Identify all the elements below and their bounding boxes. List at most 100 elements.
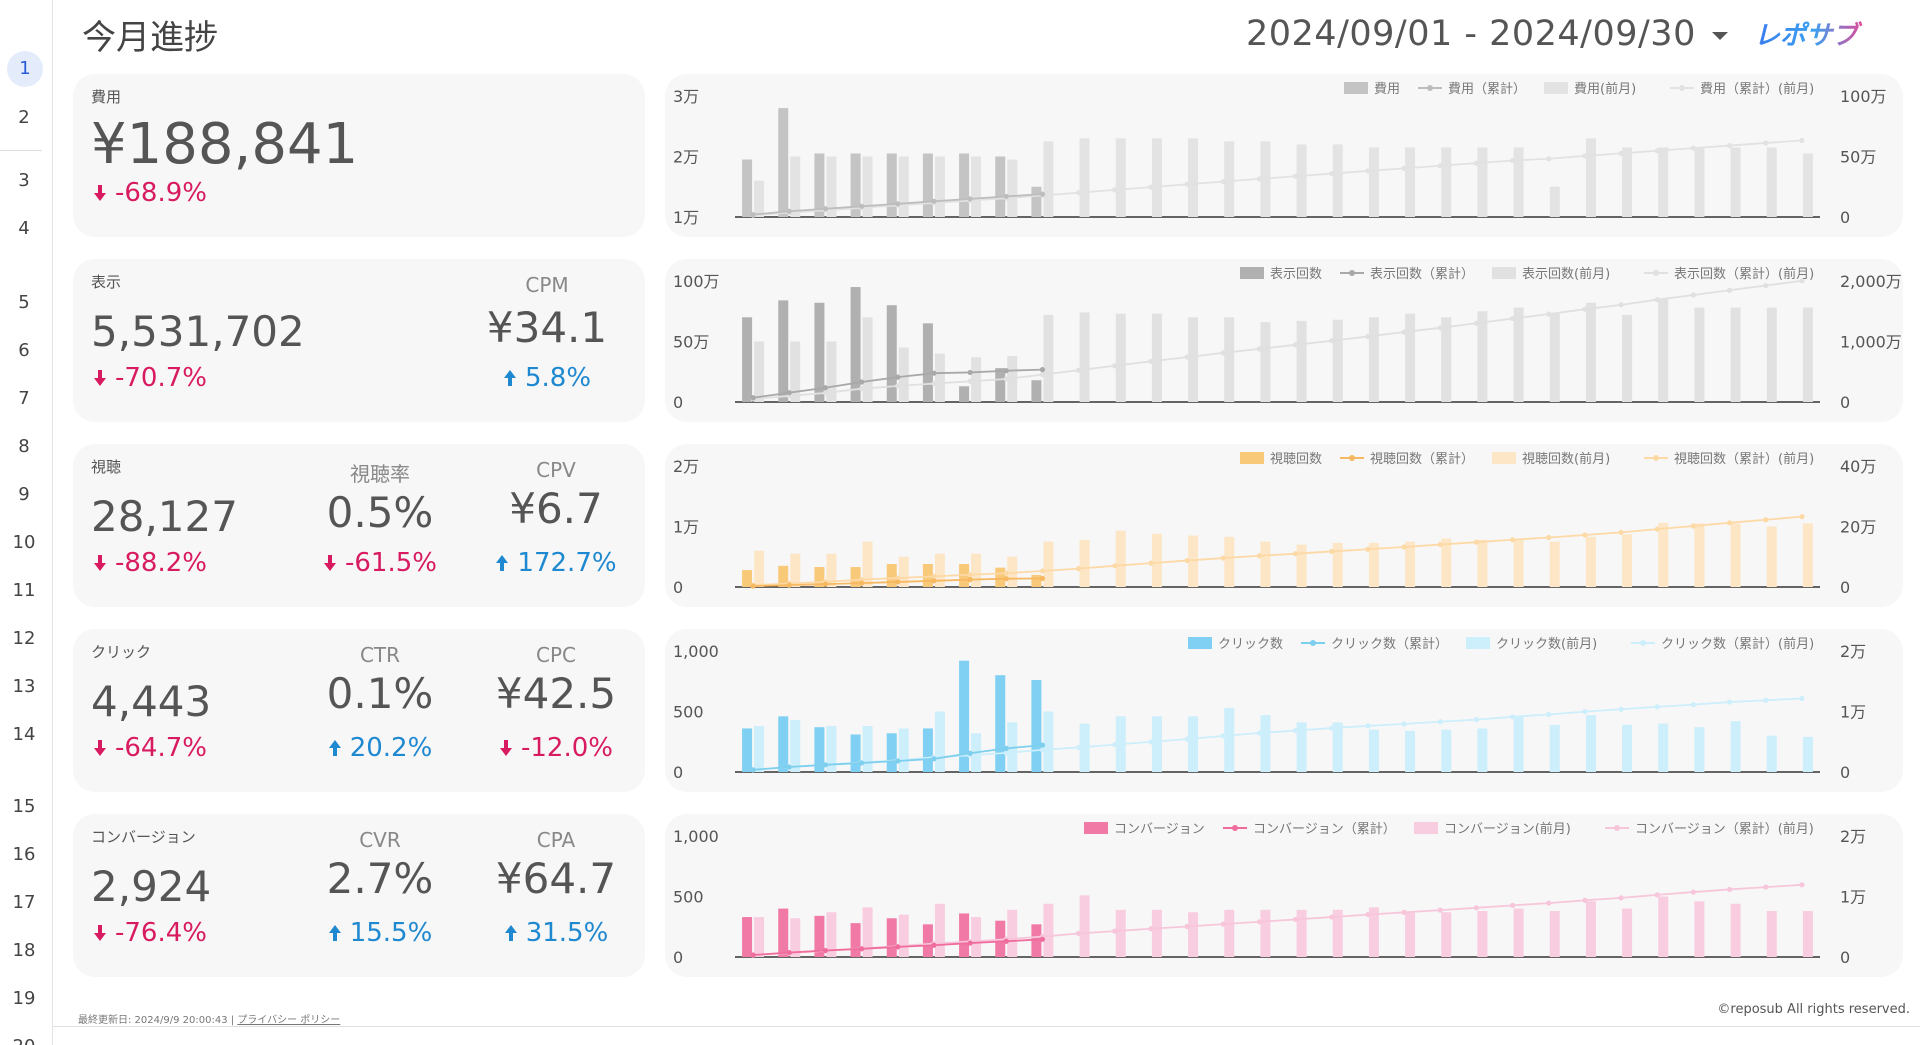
row-number-10[interactable]: 10 — [12, 532, 36, 553]
y-left-tick-label: 0 — [673, 393, 683, 412]
bar-previous — [1007, 159, 1018, 217]
bar-previous — [934, 903, 945, 957]
row-number-6[interactable]: 6 — [18, 340, 30, 361]
cumulative-previous-point — [1220, 921, 1226, 927]
row-number-9[interactable]: 9 — [18, 484, 30, 505]
bar-previous — [1368, 317, 1379, 402]
row-number-1[interactable]: 1 — [7, 51, 43, 87]
row-number-19[interactable]: 19 — [12, 988, 36, 1009]
bar-previous — [754, 726, 765, 772]
bar-previous — [1296, 144, 1307, 217]
bar-previous — [826, 341, 837, 402]
row-number-8[interactable]: 8 — [18, 436, 30, 457]
cumulative-previous-line — [753, 697, 1802, 771]
row-number-20[interactable]: 20 — [0, 1036, 48, 1045]
legend-swatch — [1414, 822, 1438, 834]
legend-label: クリック数(前月) — [1496, 636, 1597, 652]
cumulative-previous-point — [1799, 137, 1805, 144]
row-number-11[interactable]: 11 — [12, 580, 36, 601]
conversions-chart: 1,000 500 0 2万 1万 0 コンバージョン コンバージョン（累計） コンバージョン(… — [673, 821, 1866, 967]
y-left-tick-label: 500 — [673, 703, 704, 722]
cumulative-previous-point — [967, 572, 973, 578]
cumulative-previous-point — [1546, 711, 1552, 718]
cumulative-previous-point — [1726, 886, 1733, 893]
cumulative-previous-point — [1509, 537, 1516, 543]
legend-swatch-point — [1653, 455, 1659, 461]
row-number-3[interactable]: 3 — [18, 170, 30, 191]
cpm-value: ¥34.1 — [486, 303, 608, 352]
bar-current — [959, 153, 970, 217]
bar-current — [742, 728, 753, 772]
legend-label: 表示回数(前月) — [1522, 266, 1610, 282]
cumulative-previous-point — [1365, 723, 1371, 729]
kpi-value: 28,127 — [91, 492, 238, 541]
row-number-12[interactable]: 12 — [12, 628, 36, 649]
bar-current — [1031, 186, 1042, 217]
row-number-17[interactable]: 17 — [12, 892, 36, 913]
kpi-value: 4,443 — [91, 677, 212, 726]
bar-previous — [1802, 307, 1813, 402]
date-range-dropdown-button[interactable] — [1700, 16, 1740, 56]
row-number-2[interactable]: 2 — [18, 107, 30, 128]
cpm-change-text: 5.8% — [524, 363, 592, 393]
cumulative-previous-point — [1799, 695, 1805, 702]
legend-swatch — [1492, 452, 1516, 464]
row-number-4[interactable]: 4 — [18, 218, 30, 239]
privacy-policy-link[interactable]: プライバシー ポリシー — [237, 1015, 341, 1026]
row-number-18[interactable]: 18 — [12, 940, 36, 961]
bar-current — [922, 323, 933, 402]
clicks-chart: 1,000 500 0 2万 1万 0 クリック数 クリック数（累計） クリック数(前月) クリッ… — [673, 636, 1866, 782]
kpi-change: -88.2% — [93, 548, 207, 578]
cumulative-previous-point — [931, 573, 937, 580]
cumulative-previous-point — [1220, 555, 1226, 561]
bar-previous — [1658, 896, 1669, 957]
legend-swatch-point — [1640, 640, 1646, 646]
date-range-display[interactable]: 2024/09/01 - 2024/09/30 — [1246, 14, 1696, 54]
cumulative-previous-point — [1292, 916, 1299, 923]
row-number-16[interactable]: 16 — [12, 844, 36, 865]
cumulative-previous-point — [1726, 520, 1733, 526]
arrow-up-icon — [328, 740, 341, 756]
cumulative-current-point — [1039, 742, 1046, 748]
bar-previous — [1766, 911, 1777, 957]
bar-previous — [1043, 541, 1054, 587]
bar-current — [814, 727, 825, 772]
bar-previous — [1585, 302, 1596, 402]
bar-previous — [1694, 727, 1705, 772]
row-number-5[interactable]: 5 — [18, 292, 30, 313]
bar-previous — [898, 914, 909, 957]
bar-previous — [1224, 536, 1235, 587]
bar-previous — [971, 553, 982, 587]
kpi-label: 視聴 — [91, 458, 122, 476]
cumulative-previous-point — [1582, 306, 1588, 312]
row-number-14[interactable]: 14 — [12, 724, 36, 745]
ctr-value: 0.1% — [326, 669, 434, 718]
cumulative-current-point — [786, 949, 792, 956]
y-right-tick-label: 0 — [1840, 763, 1850, 782]
bar-current — [850, 923, 861, 957]
legend-swatch — [1492, 267, 1516, 279]
bar-previous — [1441, 317, 1452, 402]
bar-previous — [826, 156, 837, 217]
bar-previous — [1115, 138, 1126, 217]
cumulative-previous-line — [753, 139, 1802, 216]
row-number-15[interactable]: 15 — [12, 796, 36, 817]
row-separator — [0, 150, 42, 151]
legend-label: コンバージョン（累計） — [1253, 821, 1396, 837]
cumulative-previous-point — [931, 380, 937, 387]
cumulative-current-point — [1039, 936, 1046, 942]
bar-previous — [1115, 530, 1126, 587]
bar-previous — [1802, 523, 1813, 587]
bar-current — [742, 317, 753, 402]
copyright-text: ©reposub All rights reserved. — [1717, 1002, 1910, 1017]
row-number-13[interactable]: 13 — [12, 676, 36, 697]
legend-swatch-point — [1614, 825, 1620, 831]
cumulative-previous-point — [1763, 140, 1769, 146]
view-rate-change-text: -61.5% — [345, 548, 437, 578]
row-number-7[interactable]: 7 — [18, 388, 30, 409]
cumulative-previous-point — [1148, 739, 1154, 745]
y-right-tick-label: 0 — [1840, 393, 1850, 412]
kpi-label: 表示 — [91, 273, 122, 291]
cumulative-previous-point — [1437, 325, 1443, 331]
